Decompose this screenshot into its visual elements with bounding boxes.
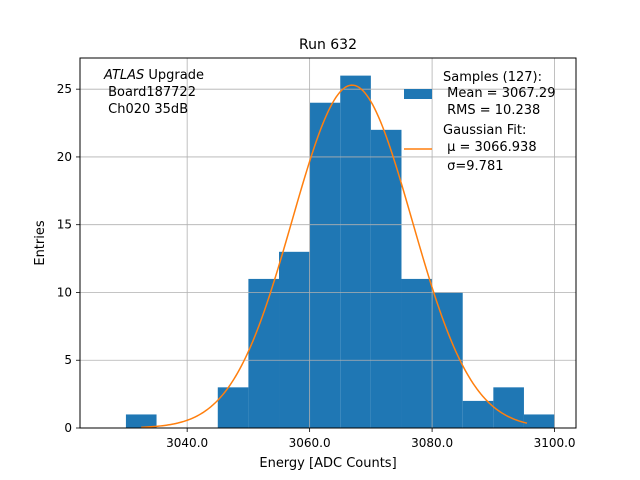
- legend-fit-title: Gaussian Fit:: [443, 123, 526, 138]
- y-tick-label: 25: [57, 82, 72, 96]
- y-tick-label: 5: [64, 353, 72, 367]
- histogram-bar: [217, 387, 249, 428]
- legend: Samples (127): Mean = 3067.29 RMS = 10.2…: [404, 70, 555, 174]
- legend-hist-title: Samples (127):: [443, 70, 542, 85]
- gaussian-fit-curve: [141, 84, 528, 429]
- y-tick-label: 10: [57, 285, 72, 299]
- x-axis-label: Energy [ADC Counts]: [259, 456, 396, 471]
- histogram-bar: [309, 102, 341, 428]
- legend-hist-swatch: [404, 89, 432, 99]
- annotation-board: Board187722: [104, 85, 196, 100]
- x-axis-ticks: 3040.0 3060.0 3080.0 3100.0: [166, 428, 576, 450]
- histogram-bar: [125, 414, 157, 428]
- legend-fit-mu: μ = 3066.938: [443, 140, 537, 155]
- annotation-channel: Ch020 35dB: [104, 102, 188, 117]
- histogram-bar: [401, 278, 433, 428]
- chart-title: Run 632: [299, 37, 357, 53]
- legend-hist-rms: RMS = 10.238: [443, 103, 540, 118]
- y-axis-label: Entries: [33, 220, 48, 266]
- x-tick-label: 3060.0: [289, 436, 331, 450]
- x-tick-label: 3040.0: [166, 436, 208, 450]
- atlas-annotation: ATLAS Upgrade Board187722 Ch020 35dB: [103, 68, 204, 117]
- histogram-bar: [340, 75, 371, 428]
- plot-frame: [79, 57, 577, 429]
- histogram-bar: [248, 278, 280, 428]
- y-tick-label: 20: [57, 150, 72, 164]
- x-tick-label: 3080.0: [411, 436, 453, 450]
- y-axis-ticks: 0 5 10 15 20 25: [57, 82, 80, 435]
- legend-fit-sigma: σ=9.781: [443, 159, 503, 174]
- svg-text:ATLAS Upgrade: ATLAS Upgrade: [103, 68, 204, 83]
- histogram-bar: [279, 251, 310, 428]
- x-tick-label: 3100.0: [534, 436, 576, 450]
- histogram-bar: [370, 129, 402, 429]
- y-tick-label: 0: [64, 421, 72, 435]
- histogram-bar: [493, 387, 524, 428]
- y-tick-label: 15: [57, 218, 72, 232]
- annotation-atlas: ATLAS: [103, 68, 144, 83]
- annotation-upgrade: Upgrade: [144, 68, 204, 83]
- histogram-bar: [462, 400, 494, 428]
- legend-hist-mean: Mean = 3067.29: [443, 86, 555, 101]
- histogram-bar: [523, 414, 555, 428]
